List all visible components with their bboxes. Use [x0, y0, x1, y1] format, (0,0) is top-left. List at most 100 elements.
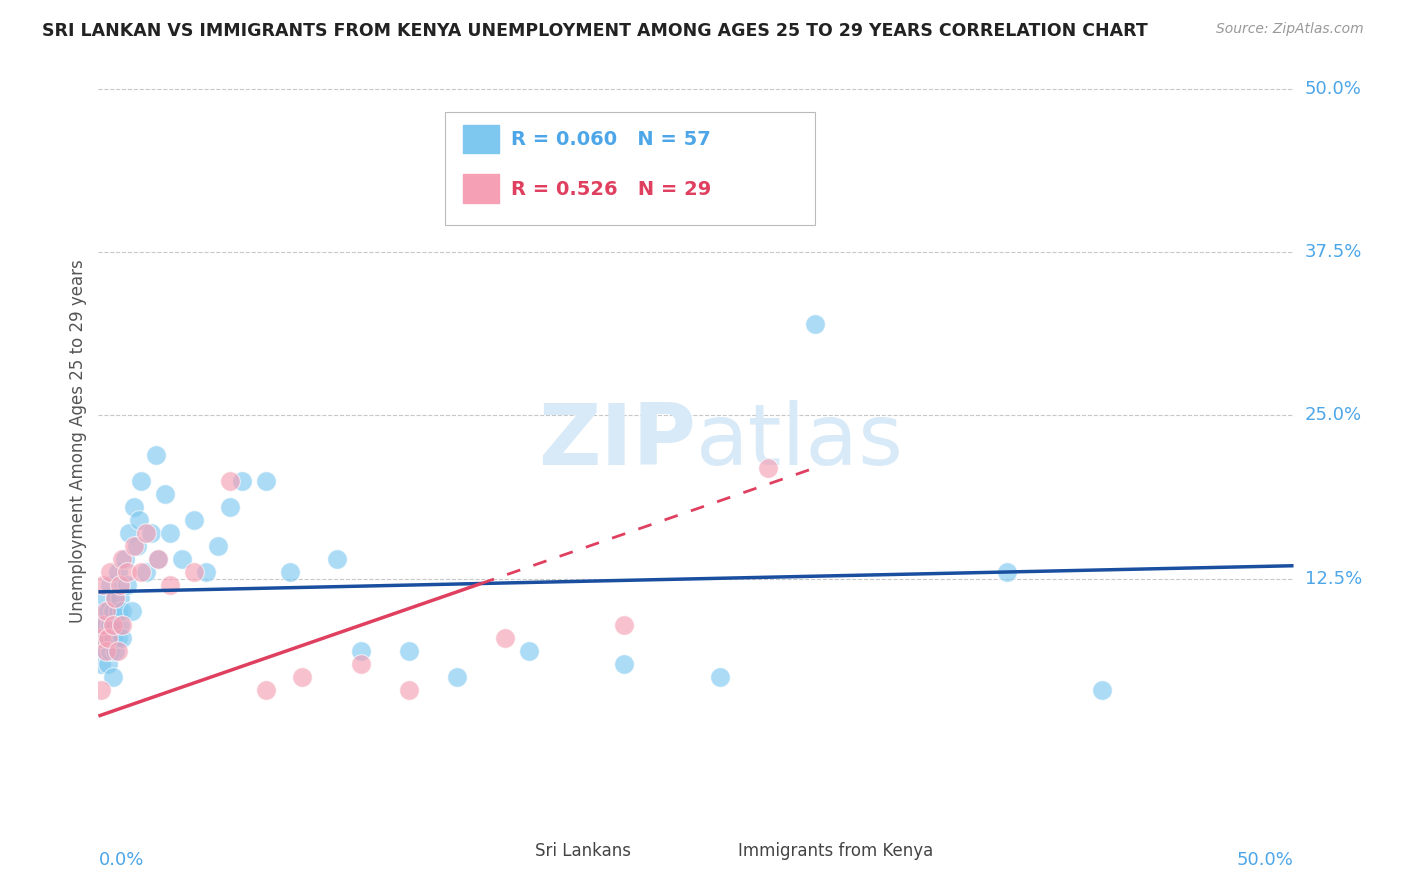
Text: 50.0%: 50.0%: [1237, 851, 1294, 869]
Point: [98, 643, 122, 657]
Point: [98, 578, 122, 592]
Point: [101, 670, 124, 684]
Point: [159, 578, 181, 592]
Point: [121, 605, 143, 619]
Point: [115, 566, 138, 580]
Point: [145, 448, 167, 462]
Point: [135, 526, 157, 541]
Point: [350, 643, 373, 657]
Point: [756, 460, 779, 475]
Point: [613, 657, 636, 671]
Point: [155, 487, 177, 501]
Point: [94, 643, 117, 657]
Point: [111, 552, 134, 566]
Point: [94, 591, 117, 606]
Point: [111, 617, 134, 632]
Point: [124, 500, 146, 514]
Point: [291, 670, 314, 684]
Text: atlas: atlas: [696, 400, 904, 483]
Text: SRI LANKAN VS IMMIGRANTS FROM KENYA UNEMPLOYMENT AMONG AGES 25 TO 29 YEARS CORRE: SRI LANKAN VS IMMIGRANTS FROM KENYA UNEM…: [42, 22, 1147, 40]
Point: [108, 578, 131, 592]
Point: [183, 566, 205, 580]
Point: [94, 643, 117, 657]
Point: [128, 513, 150, 527]
Point: [254, 474, 277, 488]
Point: [278, 566, 301, 580]
Point: [326, 552, 349, 566]
Point: [107, 605, 129, 619]
Text: 50.0%: 50.0%: [1305, 79, 1361, 97]
Point: [94, 605, 117, 619]
Point: [108, 591, 131, 606]
Text: 0.0%: 0.0%: [98, 851, 143, 869]
Point: [91, 631, 114, 645]
Point: [219, 474, 242, 488]
Point: [517, 643, 540, 657]
Point: [90, 631, 112, 645]
Point: [159, 526, 181, 541]
Point: [135, 566, 157, 580]
Point: [108, 617, 131, 632]
Point: [94, 617, 117, 632]
Point: [148, 552, 170, 566]
Point: [148, 552, 170, 566]
Point: [111, 605, 134, 619]
Point: [995, 566, 1018, 580]
Point: [107, 631, 129, 645]
Point: [104, 617, 127, 632]
Point: [613, 617, 636, 632]
Point: [446, 670, 468, 684]
Point: [494, 631, 516, 645]
Point: [111, 631, 134, 645]
Point: [1091, 682, 1114, 697]
Text: Immigrants from Kenya: Immigrants from Kenya: [738, 842, 934, 860]
Point: [118, 526, 141, 541]
Point: [124, 539, 146, 553]
Point: [254, 682, 277, 697]
Point: [101, 605, 124, 619]
Point: [131, 474, 153, 488]
Point: [104, 591, 127, 606]
Text: Source: ZipAtlas.com: Source: ZipAtlas.com: [1216, 22, 1364, 37]
Text: 12.5%: 12.5%: [1305, 570, 1362, 588]
Point: [195, 566, 218, 580]
Point: [183, 513, 205, 527]
Point: [114, 552, 136, 566]
Text: Sri Lankans: Sri Lankans: [534, 842, 631, 860]
Point: [97, 605, 120, 619]
Point: [104, 591, 127, 606]
Point: [709, 670, 731, 684]
Text: 37.5%: 37.5%: [1305, 243, 1362, 261]
Text: R = 0.060   N = 57: R = 0.060 N = 57: [510, 130, 710, 149]
Point: [139, 526, 162, 541]
Bar: [463, 125, 499, 153]
Point: [115, 578, 138, 592]
Point: [219, 500, 242, 514]
Point: [804, 317, 827, 331]
FancyBboxPatch shape: [446, 112, 815, 226]
Point: [97, 657, 120, 671]
Point: [398, 682, 420, 697]
Point: [97, 631, 120, 645]
Y-axis label: Unemployment Among Ages 25 to 29 years: Unemployment Among Ages 25 to 29 years: [69, 260, 87, 624]
Text: ZIP: ZIP: [538, 400, 696, 483]
Point: [398, 643, 420, 657]
Point: [172, 552, 194, 566]
Text: 25.0%: 25.0%: [1305, 407, 1362, 425]
Point: [91, 605, 114, 619]
Point: [98, 617, 122, 632]
Point: [231, 474, 253, 488]
Point: [101, 631, 124, 645]
Point: [125, 539, 148, 553]
Point: [350, 657, 373, 671]
Point: [90, 657, 112, 671]
Point: [517, 186, 540, 201]
Point: [104, 643, 127, 657]
Point: [90, 617, 112, 632]
Point: [101, 617, 124, 632]
Point: [107, 643, 129, 657]
Point: [131, 566, 153, 580]
Text: R = 0.526   N = 29: R = 0.526 N = 29: [510, 179, 711, 199]
Point: [98, 566, 122, 580]
Point: [90, 682, 112, 697]
